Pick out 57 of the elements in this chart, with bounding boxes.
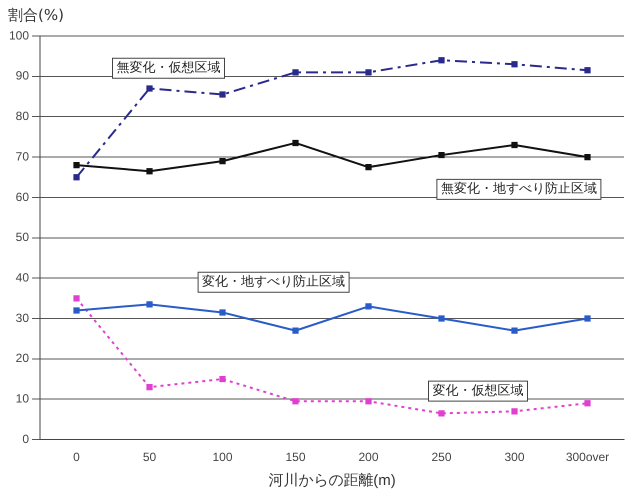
y-tick-label: 10 <box>16 392 30 406</box>
x-tick-label: 50 <box>142 450 157 464</box>
y-tick-label: 60 <box>16 190 30 204</box>
point <box>511 142 518 148</box>
x-tick-label: 300over <box>566 450 610 464</box>
point <box>511 61 518 68</box>
y-tick-label: 80 <box>16 109 30 124</box>
point <box>584 67 591 74</box>
series-label: 無変化・仮想区域 <box>116 60 220 76</box>
point <box>73 307 80 314</box>
point <box>584 154 591 160</box>
y-tick-label: 70 <box>16 149 30 164</box>
x-tick-label: 150 <box>285 450 306 464</box>
point <box>511 328 518 334</box>
point <box>584 400 591 406</box>
series-label: 変化・仮想区域 <box>432 382 524 399</box>
series-label: 無変化・地すべり防止区域 <box>440 180 597 197</box>
y-tick-label: 90 <box>16 68 30 83</box>
y-tick-label: 20 <box>16 351 30 366</box>
point <box>438 57 445 64</box>
point <box>146 85 153 92</box>
y-tick-label: 40 <box>16 270 30 284</box>
point <box>73 174 80 180</box>
point <box>292 140 299 146</box>
point <box>146 168 153 174</box>
x-tick-label: 250 <box>431 450 452 464</box>
point <box>219 158 226 164</box>
y-axis-title: 割合(%) <box>8 6 64 25</box>
point <box>146 384 153 390</box>
x-axis-title: 河川からの距離(m) <box>268 472 396 490</box>
point <box>438 152 445 158</box>
point <box>365 303 372 310</box>
point <box>365 398 372 404</box>
point <box>438 410 445 416</box>
x-tick-label: 0 <box>73 450 80 464</box>
point <box>219 376 226 382</box>
point <box>292 69 299 76</box>
y-tick-label: 100 <box>8 28 30 42</box>
point <box>511 408 518 414</box>
y-tick-label: 50 <box>16 230 30 244</box>
point <box>292 328 299 334</box>
point <box>219 91 226 98</box>
series-label: 変化・地すべり防止区域 <box>202 274 346 290</box>
point <box>73 162 80 168</box>
x-tick-label: 200 <box>358 450 379 464</box>
point <box>365 69 372 76</box>
point <box>365 164 372 170</box>
point <box>219 309 226 316</box>
y-tick-label: 30 <box>16 310 30 325</box>
point <box>292 398 299 404</box>
point <box>146 301 153 308</box>
x-tick-label: 100 <box>212 450 233 464</box>
point <box>438 315 445 322</box>
point <box>73 295 80 302</box>
point <box>584 315 591 322</box>
x-tick-label: 300 <box>504 450 525 464</box>
y-tick-label: 0 <box>22 432 30 446</box>
